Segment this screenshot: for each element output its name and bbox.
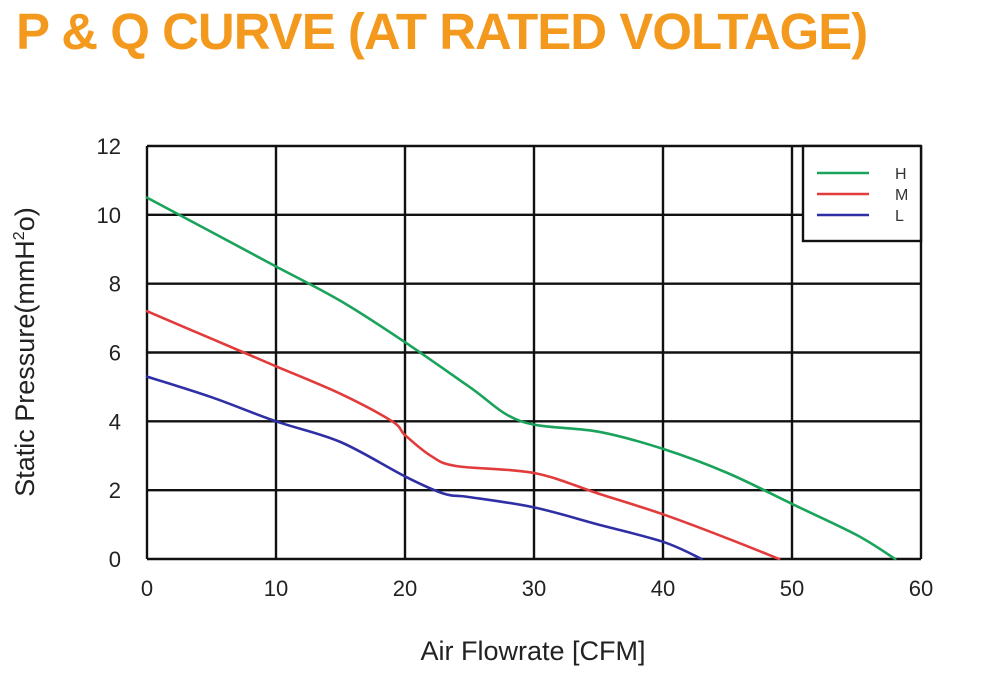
x-tick-label-20: 20 [393,576,417,601]
x-tick-label-0: 0 [141,576,153,601]
series-lines [145,196,897,561]
y-axis-label-superscript: 2 [11,231,28,240]
y-tick-label-6: 6 [109,341,121,366]
y-tick-label-12: 12 [97,134,121,159]
y-axis-label-main: Static Pressure(mmH [10,240,40,497]
y-axis-label-tail: o) [10,207,40,231]
series-line-m [145,309,781,561]
x-tick-label-50: 50 [780,576,804,601]
y-tick-label-8: 8 [109,272,121,297]
y-tick-label-10: 10 [97,203,121,228]
series-line-h [145,196,897,561]
x-tick-label-30: 30 [522,576,546,601]
tick-labels: 0 10 20 30 40 50 60 0 2 4 6 8 10 12 [97,134,934,601]
legend-label-l: L [895,208,904,225]
y-tick-label-2: 2 [109,478,121,503]
chart-title: P & Q CURVE (AT RATED VOLTAGE) [16,3,868,60]
x-tick-label-40: 40 [651,576,675,601]
grid [145,144,923,561]
y-tick-label-0: 0 [109,547,121,572]
x-tick-label-60: 60 [909,576,933,601]
legend-label-h: H [895,166,907,183]
legend-label-m: M [895,187,908,204]
legend: HML [801,144,923,243]
x-tick-label-10: 10 [264,576,288,601]
series-line-l [145,375,703,561]
y-axis-label: Static Pressure(mmH2o) [10,207,40,496]
x-axis-label: Air Flowrate [CFM] [420,636,645,666]
y-tick-label-4: 4 [109,409,121,434]
